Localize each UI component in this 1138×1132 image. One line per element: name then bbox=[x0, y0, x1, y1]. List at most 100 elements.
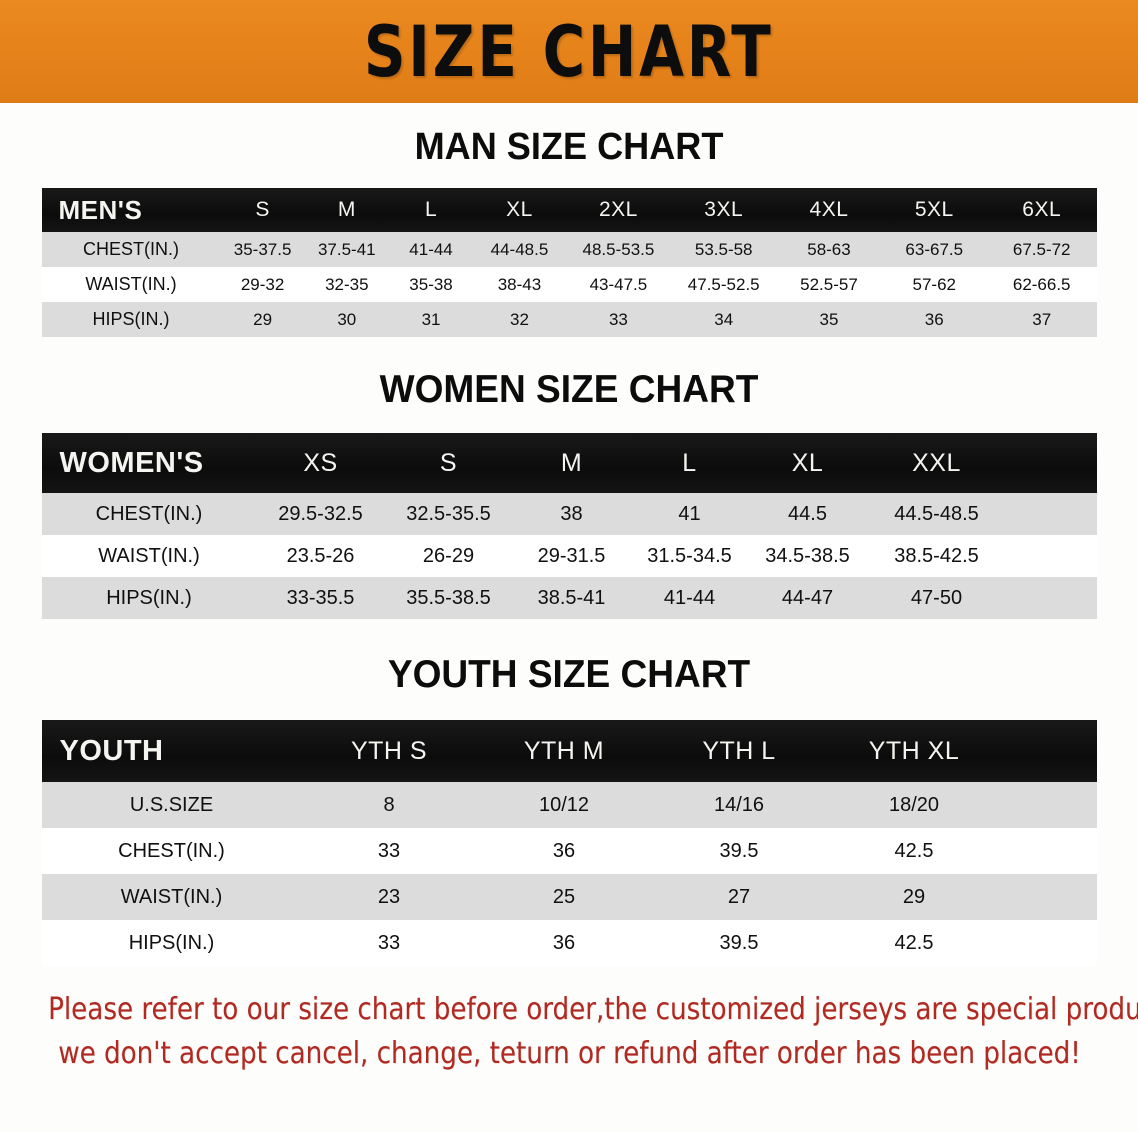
table-row: CHEST(IN.) 33 36 39.5 42.5 bbox=[41, 828, 1097, 874]
man-chest-2xl: 48.5-53.5 bbox=[582, 239, 655, 259]
women-chest-s: 32.5-35.5 bbox=[406, 502, 491, 525]
man-hips-l: 31 bbox=[421, 309, 441, 329]
man-chest-xl: 44-48.5 bbox=[490, 239, 549, 259]
table-row: HIPS(IN.) 33 36 39.5 42.5 bbox=[41, 920, 1097, 966]
women-waist-spacer bbox=[1007, 535, 1097, 577]
man-col-header-s: S bbox=[255, 198, 270, 221]
youth-col-header-s: YTH S bbox=[350, 736, 428, 765]
youth-hips-xl: 42.5 bbox=[894, 931, 934, 954]
man-hips-s: 29 bbox=[253, 309, 273, 329]
women-waist-xxl: 38.5-42.5 bbox=[894, 544, 979, 567]
man-row-label-chest: CHEST(IN.) bbox=[82, 239, 179, 259]
disclaimer-line-2: we don't accept cancel, change, teturn o… bbox=[57, 1035, 1081, 1071]
man-size-chart-title: MAN SIZE CHART bbox=[414, 126, 724, 168]
table-row: WAIST(IN.) 23.5-26 26-29 29-31.5 31.5-34… bbox=[41, 535, 1097, 577]
women-hips-s: 35.5-38.5 bbox=[406, 586, 491, 609]
youth-waist-spacer bbox=[1002, 874, 1097, 920]
women-waist-xs: 23.5-26 bbox=[286, 544, 355, 567]
man-col-header-2xl: 2XL bbox=[598, 198, 638, 221]
man-waist-6xl: 62-66.5 bbox=[1012, 274, 1071, 294]
women-hips-xl: 44-47 bbox=[781, 586, 834, 609]
women-row-label-hips: HIPS(IN.) bbox=[106, 586, 192, 609]
man-hips-xl: 32 bbox=[510, 309, 529, 329]
women-chest-xxl: 44.5-48.5 bbox=[894, 502, 979, 525]
youth-chest-xl: 42.5 bbox=[894, 839, 934, 862]
youth-waist-xl: 29 bbox=[902, 885, 926, 908]
man-hips-m: 30 bbox=[337, 309, 357, 329]
youth-hips-s: 33 bbox=[377, 931, 401, 954]
youth-chest-l: 39.5 bbox=[719, 839, 759, 862]
table-row: U.S.SIZE 8 10/12 14/16 18/20 bbox=[41, 782, 1097, 828]
table-row: CHEST(IN.) 35-37.5 37.5-41 41-44 44-48.5… bbox=[41, 232, 1097, 267]
youth-waist-m: 25 bbox=[552, 885, 576, 908]
women-col-header-m: M bbox=[560, 448, 583, 477]
man-waist-m: 32-35 bbox=[325, 274, 369, 294]
youth-ussize-s: 8 bbox=[383, 793, 395, 816]
man-waist-5xl: 57-62 bbox=[912, 274, 956, 294]
man-col-header-xl: XL bbox=[506, 198, 533, 221]
man-chest-m: 37.5-41 bbox=[317, 239, 376, 259]
youth-ussize-xl: 18/20 bbox=[888, 793, 940, 816]
man-chest-l: 41-44 bbox=[409, 239, 453, 259]
youth-row-label-chest: CHEST(IN.) bbox=[118, 839, 225, 862]
women-chest-xs: 29.5-32.5 bbox=[278, 502, 363, 525]
man-hips-3xl: 34 bbox=[714, 309, 734, 329]
table-row: CHEST(IN.) 29.5-32.5 32.5-35.5 38 41 44.… bbox=[41, 493, 1097, 535]
man-chest-4xl: 58-63 bbox=[807, 239, 851, 259]
women-col-header-s: S bbox=[439, 448, 458, 477]
size-chart-disclaimer: Please refer to our size chart before or… bbox=[48, 988, 1138, 1075]
youth-size-chart-title: YOUTH SIZE CHART bbox=[387, 653, 751, 696]
youth-size-chart-table: YOUTH YTH S YTH M YTH L YTH XL U.S.SIZE … bbox=[41, 720, 1097, 966]
youth-chest-s: 33 bbox=[377, 839, 401, 862]
man-waist-3xl: 47.5-52.5 bbox=[687, 274, 760, 294]
man-row-label-hips: HIPS(IN.) bbox=[92, 309, 170, 329]
women-chest-spacer bbox=[1007, 493, 1097, 535]
youth-row-label-waist: WAIST(IN.) bbox=[120, 885, 223, 908]
man-hips-4xl: 35 bbox=[819, 309, 839, 329]
man-table-header-row: MEN'S S M L XL 2XL 3XL 4XL 5XL 6XL bbox=[41, 188, 1097, 232]
women-hips-xxl: 47-50 bbox=[910, 586, 963, 609]
youth-col-header-l: YTH L bbox=[702, 736, 776, 765]
man-waist-2xl: 43-47.5 bbox=[589, 274, 648, 294]
man-table-label-header: MEN'S bbox=[58, 194, 143, 225]
youth-waist-l: 27 bbox=[727, 885, 751, 908]
women-header-spacer bbox=[1007, 433, 1097, 493]
man-chest-3xl: 53.5-58 bbox=[694, 239, 753, 259]
youth-table-label-header: YOUTH bbox=[59, 734, 164, 767]
man-chest-s: 35-37.5 bbox=[233, 239, 292, 259]
women-chest-l: 41 bbox=[678, 502, 701, 525]
banner-title: SIZE CHART bbox=[364, 10, 774, 93]
women-row-label-chest: CHEST(IN.) bbox=[95, 502, 203, 525]
table-row: HIPS(IN.) 29 30 31 32 33 34 35 36 37 bbox=[41, 302, 1097, 337]
man-col-header-5xl: 5XL bbox=[914, 198, 954, 221]
man-hips-5xl: 36 bbox=[924, 309, 944, 329]
youth-waist-s: 23 bbox=[377, 885, 401, 908]
man-waist-s: 29-32 bbox=[240, 274, 285, 294]
man-col-header-3xl: 3XL bbox=[704, 198, 744, 221]
youth-header-spacer bbox=[1002, 720, 1097, 782]
man-waist-4xl: 52.5-57 bbox=[800, 274, 858, 294]
youth-chest-m: 36 bbox=[552, 839, 576, 862]
man-size-chart-table: MEN'S S M L XL 2XL 3XL 4XL 5XL 6XL CHEST… bbox=[41, 188, 1097, 337]
women-table-header-row: WOMEN'S XS S M L XL XXL bbox=[41, 433, 1097, 493]
man-waist-l: 35-38 bbox=[409, 274, 453, 294]
women-hips-l: 41-44 bbox=[663, 586, 716, 609]
youth-col-header-xl: YTH XL bbox=[868, 736, 960, 765]
youth-col-header-m: YTH M bbox=[523, 736, 605, 765]
youth-chest-spacer bbox=[1002, 828, 1097, 874]
women-row-label-waist: WAIST(IN.) bbox=[98, 544, 200, 567]
women-hips-spacer bbox=[1007, 577, 1097, 619]
youth-hips-m: 36 bbox=[552, 931, 576, 954]
youth-hips-l: 39.5 bbox=[719, 931, 759, 954]
man-hips-6xl: 37 bbox=[1032, 309, 1052, 329]
women-col-header-xs: XS bbox=[303, 448, 338, 477]
man-chest-5xl: 63-67.5 bbox=[905, 239, 964, 259]
man-hips-2xl: 33 bbox=[608, 309, 628, 329]
man-waist-xl: 38-43 bbox=[497, 274, 542, 294]
women-hips-xs: 33-35.5 bbox=[286, 586, 355, 609]
man-col-header-4xl: 4XL bbox=[809, 198, 849, 221]
youth-ussize-spacer bbox=[1002, 782, 1097, 828]
women-hips-m: 38.5-41 bbox=[537, 586, 606, 609]
size-chart-banner: SIZE CHART bbox=[0, 0, 1138, 103]
women-size-chart-title: WOMEN SIZE CHART bbox=[379, 368, 759, 411]
